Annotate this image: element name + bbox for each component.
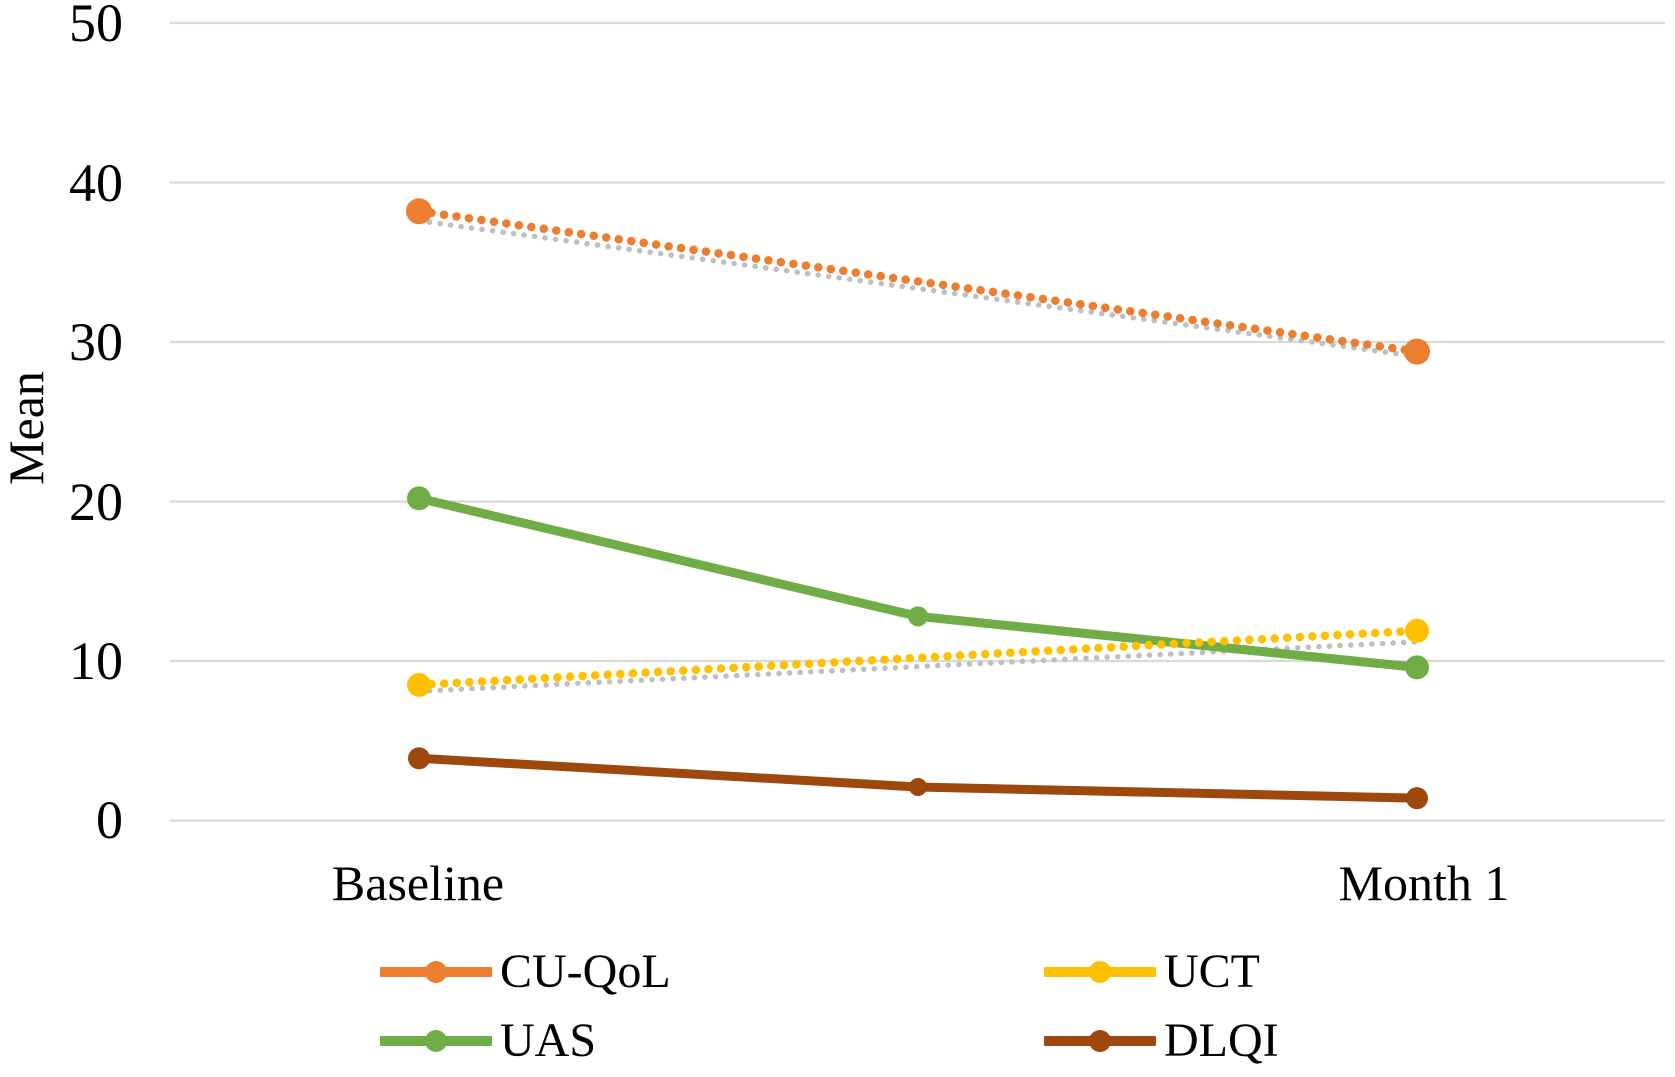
trendline-uct xyxy=(416,639,1420,695)
series-line-cu-qol xyxy=(414,206,1422,356)
legend-label-uas: UAS xyxy=(500,1014,597,1067)
legend-item-dlqi: DLQI xyxy=(1044,1013,1279,1069)
legend-label-dlqi: DLQI xyxy=(1164,1014,1279,1067)
legend-key-dlqi-icon xyxy=(1044,1030,1156,1052)
data-point-dlqi-2 xyxy=(1406,787,1428,810)
y-tick-label-50: 50 xyxy=(69,0,123,53)
data-point-dlqi-1 xyxy=(909,778,927,797)
data-point-uct-0 xyxy=(407,672,431,697)
y-tick-label-20: 20 xyxy=(69,472,123,532)
data-point-uas-1 xyxy=(908,606,928,627)
legend-key-uas-icon xyxy=(380,1030,492,1052)
x-tick-label-baseline: Baseline xyxy=(331,855,505,911)
legend-item-cu-qol: CU-QoL xyxy=(380,944,671,1000)
y-tick-label-30: 30 xyxy=(69,312,123,372)
data-point-dlqi-0 xyxy=(408,747,430,770)
data-point-uas-2 xyxy=(1405,655,1429,680)
legend-label-uct: UCT xyxy=(1164,945,1260,998)
data-point-cu-qol-2 xyxy=(1404,338,1430,365)
legend-label-cu-qol: CU-QoL xyxy=(500,945,671,998)
y-tick-label-0: 0 xyxy=(96,790,123,850)
y-tick-label-10: 10 xyxy=(69,631,123,691)
legend-item-uas: UAS xyxy=(380,1013,596,1069)
y-axis-title: Mean xyxy=(0,371,54,485)
legend-key-cu-qol-icon xyxy=(380,961,492,983)
data-point-uct-2 xyxy=(1405,618,1429,643)
legend-key-uct-icon xyxy=(1044,961,1156,983)
data-point-cu-qol-0 xyxy=(406,198,432,225)
trendline-cu-qol xyxy=(416,218,1420,360)
x-tick-label-month1: Month 1 xyxy=(1338,855,1510,911)
legend-item-uct: UCT xyxy=(1044,944,1260,1000)
data-point-uas-0 xyxy=(407,486,431,511)
y-tick-label-40: 40 xyxy=(69,153,123,213)
series-line-uct xyxy=(414,626,1422,690)
series-line-uas xyxy=(414,493,1422,672)
